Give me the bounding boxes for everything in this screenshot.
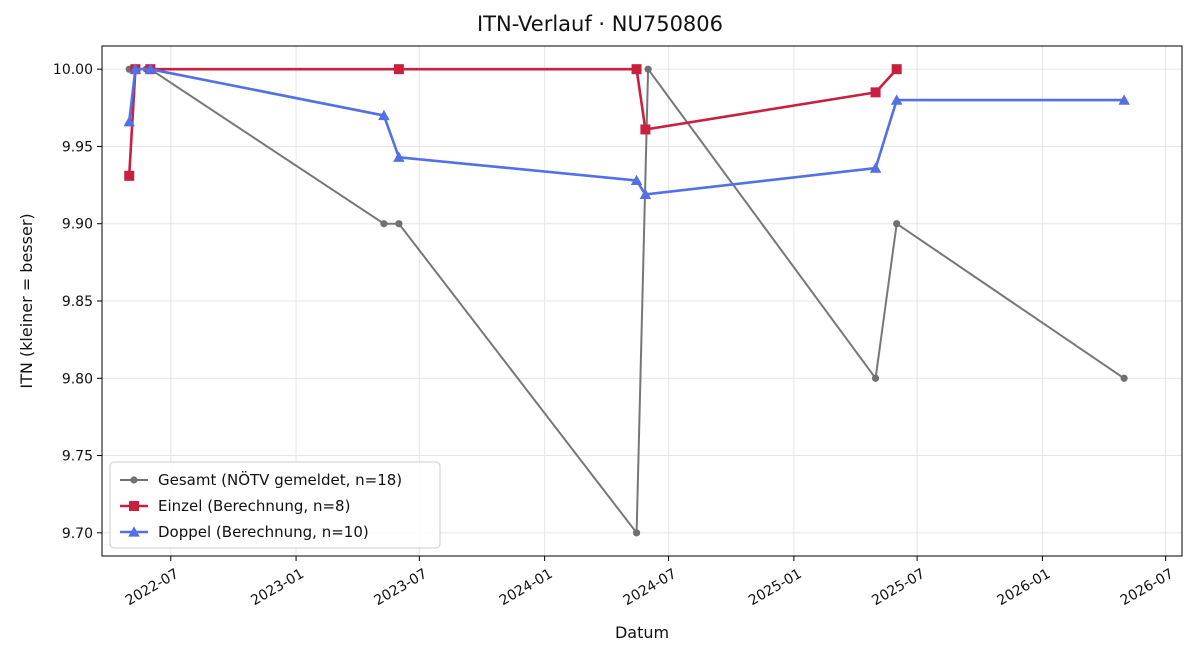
data-point-gesamt bbox=[1120, 374, 1128, 382]
x-tick-label: 2022-07 bbox=[123, 566, 182, 609]
x-axis-label: Datum bbox=[615, 623, 669, 642]
x-tick-label: 2026-01 bbox=[995, 566, 1054, 609]
x-tick-label: 2025-07 bbox=[869, 566, 928, 609]
x-tick-label: 2024-01 bbox=[497, 566, 556, 609]
data-point-einzel bbox=[393, 64, 404, 75]
data-point-doppel bbox=[630, 174, 643, 186]
series-line-doppel bbox=[127, 67, 1125, 196]
data-point-doppel bbox=[890, 94, 903, 105]
y-tick-label: 10.00 bbox=[53, 62, 93, 78]
data-point-doppel bbox=[123, 115, 135, 127]
y-tick-label: 9.70 bbox=[62, 526, 93, 542]
data-point-doppel bbox=[869, 162, 882, 173]
series-line-einzel bbox=[127, 67, 898, 176]
data-point-doppel bbox=[393, 151, 405, 162]
y-axis-label: ITN (kleiner = besser) bbox=[17, 213, 36, 388]
data-point-gesamt bbox=[644, 65, 652, 73]
x-tick-label: 2026-07 bbox=[1118, 566, 1177, 609]
data-point-einzel bbox=[891, 64, 902, 75]
y-tick-label: 9.80 bbox=[62, 371, 93, 387]
data-point-doppel bbox=[1118, 94, 1130, 105]
legend-label: Einzel (Berechnung, n=8) bbox=[158, 497, 350, 515]
y-tick-label: 9.75 bbox=[62, 449, 93, 465]
data-point-einzel bbox=[640, 124, 651, 135]
x-tick-label: 2024-07 bbox=[621, 566, 680, 609]
series-layer bbox=[123, 63, 1130, 537]
data-point-einzel bbox=[631, 64, 642, 75]
data-point-gesamt bbox=[632, 529, 641, 537]
data-point-gesamt bbox=[395, 220, 403, 228]
legend-box bbox=[109, 461, 441, 549]
data-point-doppel bbox=[378, 109, 390, 121]
legend-swatch-marker bbox=[129, 501, 139, 511]
grid-layer bbox=[102, 46, 1182, 556]
chart-title: ITN-Verlauf · NU750806 bbox=[476, 12, 724, 36]
series-einzel bbox=[124, 64, 902, 181]
data-point-gesamt bbox=[893, 220, 901, 228]
data-point-einzel bbox=[870, 87, 881, 98]
data-point-einzel bbox=[124, 170, 135, 181]
legend-swatch-marker bbox=[128, 526, 140, 537]
series-doppel bbox=[123, 63, 1130, 199]
data-point-doppel bbox=[129, 63, 142, 74]
legend-swatch-marker bbox=[130, 476, 138, 484]
legend-label: Gesamt (NÖTV gemeldet, n=18) bbox=[158, 470, 402, 489]
data-point-gesamt bbox=[380, 220, 388, 228]
x-tick-label: 2023-01 bbox=[248, 566, 307, 609]
legend: Gesamt (NÖTV gemeldet, n=18) Einzel (Bere… bbox=[109, 461, 441, 549]
y-tick-label: 9.85 bbox=[62, 294, 93, 310]
y-tick-label: 9.95 bbox=[62, 139, 93, 155]
x-tick-label: 2023-07 bbox=[371, 566, 430, 609]
legend-label: Doppel (Berechnung, n=10) bbox=[158, 523, 369, 541]
data-point-doppel bbox=[144, 63, 157, 74]
x-tick-label: 2025-01 bbox=[746, 566, 805, 609]
data-point-gesamt bbox=[871, 374, 880, 382]
data-point-doppel bbox=[639, 188, 652, 199]
y-tick-label: 9.90 bbox=[62, 217, 93, 233]
